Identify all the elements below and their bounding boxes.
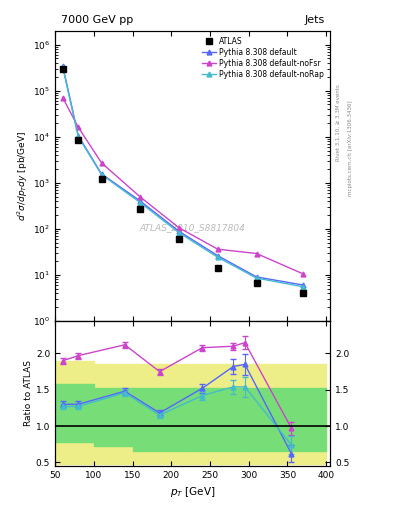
Pythia 8.308 default: [215, 252, 220, 259]
Y-axis label: $d^2\sigma/dp_T dy$ [pb/GeV]: $d^2\sigma/dp_T dy$ [pb/GeV]: [16, 131, 30, 221]
Pythia 8.308 default: [254, 274, 259, 280]
Pythia 8.308 default-noFsr: [301, 271, 305, 277]
Text: mcplots.cern.ch [arXiv:1306.3436]: mcplots.cern.ch [arXiv:1306.3436]: [348, 101, 353, 196]
Y-axis label: Ratio to ATLAS: Ratio to ATLAS: [24, 360, 33, 426]
Text: Rivet 3.1.10, ≥ 3.3M events: Rivet 3.1.10, ≥ 3.3M events: [336, 84, 341, 161]
Pythia 8.308 default: [176, 228, 181, 234]
Text: 7000 GeV pp: 7000 GeV pp: [61, 15, 133, 25]
Text: Jets: Jets: [304, 15, 325, 25]
Pythia 8.308 default-noFsr: [254, 250, 259, 257]
ATLAS: [99, 176, 104, 182]
Line: Pythia 8.308 default-noRap: Pythia 8.308 default-noRap: [61, 65, 305, 289]
Pythia 8.308 default-noRap: [301, 284, 305, 290]
Pythia 8.308 default: [138, 198, 143, 204]
ATLAS: [301, 290, 305, 296]
Pythia 8.308 default-noFsr: [138, 194, 143, 200]
Pythia 8.308 default-noFsr: [99, 160, 104, 166]
Text: ATLAS_2010_S8817804: ATLAS_2010_S8817804: [140, 224, 246, 232]
ATLAS: [176, 236, 181, 242]
Pythia 8.308 default-noFsr: [215, 246, 220, 252]
Pythia 8.308 default-noRap: [138, 200, 143, 206]
Pythia 8.308 default-noRap: [215, 254, 220, 261]
Pythia 8.308 default: [76, 133, 81, 139]
Pythia 8.308 default-noRap: [99, 172, 104, 178]
ATLAS: [254, 281, 259, 287]
Pythia 8.308 default: [99, 171, 104, 177]
Pythia 8.308 default-noFsr: [176, 225, 181, 231]
Pythia 8.308 default-noRap: [176, 230, 181, 236]
Pythia 8.308 default-noFsr: [76, 124, 81, 131]
ATLAS: [76, 137, 81, 143]
Line: Pythia 8.308 default: Pythia 8.308 default: [61, 63, 305, 287]
ATLAS: [61, 66, 65, 72]
X-axis label: $p_T$ [GeV]: $p_T$ [GeV]: [170, 485, 215, 499]
Pythia 8.308 default-noFsr: [61, 95, 65, 101]
Line: Pythia 8.308 default-noFsr: Pythia 8.308 default-noFsr: [61, 95, 305, 276]
Pythia 8.308 default-noRap: [254, 275, 259, 281]
Pythia 8.308 default: [301, 282, 305, 288]
ATLAS: [215, 265, 220, 271]
ATLAS: [138, 206, 143, 212]
Pythia 8.308 default: [61, 63, 65, 69]
Line: ATLAS: ATLAS: [60, 66, 306, 296]
Legend: ATLAS, Pythia 8.308 default, Pythia 8.308 default-noFsr, Pythia 8.308 default-no: ATLAS, Pythia 8.308 default, Pythia 8.30…: [200, 34, 326, 81]
Pythia 8.308 default-noRap: [76, 134, 81, 140]
Pythia 8.308 default-noRap: [61, 65, 65, 71]
